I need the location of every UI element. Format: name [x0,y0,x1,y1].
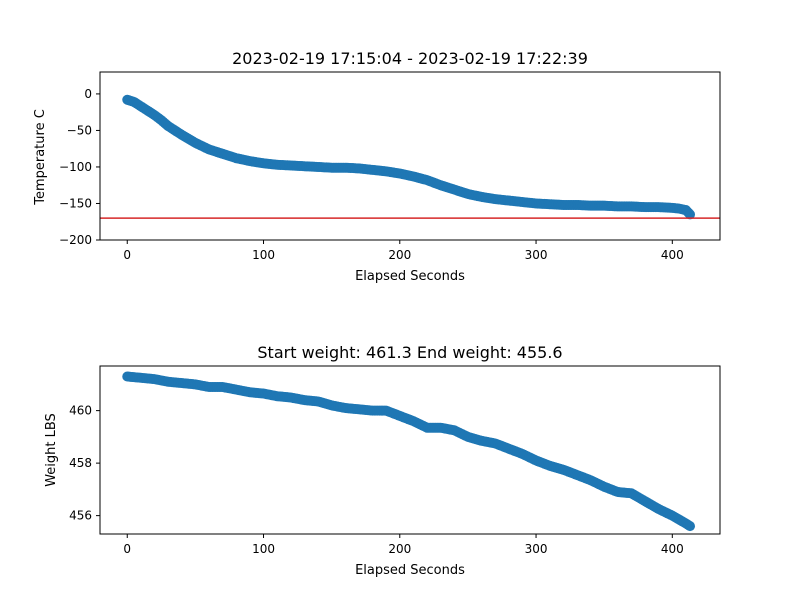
weight-x-tick-label: 0 [123,542,131,556]
temperature-x-tick-label: 200 [388,248,411,262]
weight-y-tick-label: 458 [69,456,92,470]
temperature-y-tick-label: −200 [59,233,92,247]
weight-x-tick-label: 100 [252,542,275,556]
weight-x-tick-label: 200 [388,542,411,556]
temperature-y-tick-label: −100 [59,160,92,174]
temperature-data-series [122,94,696,220]
weight-x-tick-label: 300 [525,542,548,556]
weight-data-series [122,371,696,532]
weight-data-point [685,521,696,532]
weight-panel: Start weight: 461.3 End weight: 455.6 El… [44,343,721,578]
temperature-y-tick-label: −150 [59,196,92,210]
weight-x-tick-label: 400 [661,542,684,556]
temperature-y-tick-label: −50 [67,123,92,137]
weight-y-tick-label: 456 [69,509,92,523]
weight-y-axis-label: Weight LBS [44,413,59,487]
temperature-axes-frame [99,71,721,241]
temperature-x-axis-label: Elapsed Seconds [355,269,465,284]
weight-x-axis-label: Elapsed Seconds [355,563,465,578]
temperature-y-axis-label: Temperature C [33,109,48,206]
temperature-panel: 2023-02-19 17:15:04 - 2023-02-19 17:22:3… [33,49,721,284]
temperature-x-tick-label: 100 [252,248,275,262]
temperature-data-point [685,209,696,220]
weight-axes-frame [99,365,721,535]
weight-chart-title: Start weight: 461.3 End weight: 455.6 [257,343,562,362]
weight-y-tick-label: 460 [69,404,92,418]
temperature-x-tick-label: 300 [525,248,548,262]
temperature-x-tick-label: 0 [123,248,131,262]
temperature-chart-title: 2023-02-19 17:15:04 - 2023-02-19 17:22:3… [232,49,588,68]
temperature-y-tick-label: 0 [84,87,92,101]
temperature-x-tick-label: 400 [661,248,684,262]
